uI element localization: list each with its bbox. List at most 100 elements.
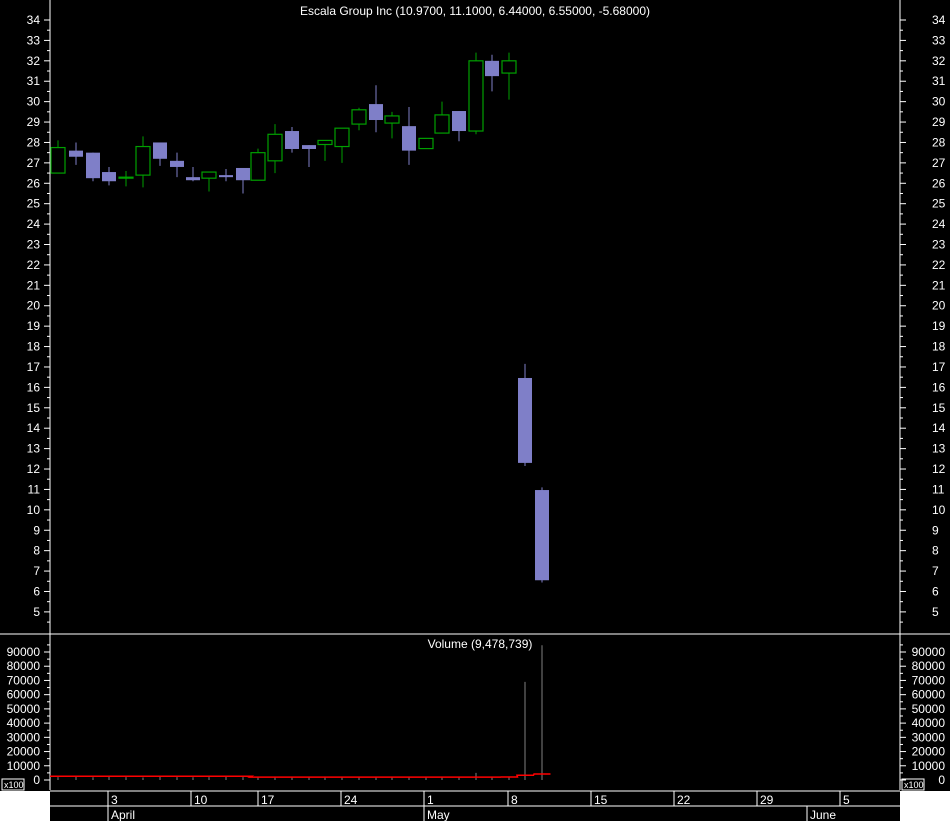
right-price-label: 18	[932, 340, 946, 354]
right-volume-label: 10000	[912, 759, 946, 773]
right-price-label: 9	[932, 523, 939, 537]
candle	[302, 145, 316, 167]
candle	[285, 126, 299, 153]
week-label: 3	[111, 793, 118, 807]
right-price-label: 22	[932, 258, 946, 272]
candle	[135, 136, 151, 188]
right-volume-label: 90000	[912, 645, 946, 659]
right-volume-label: 30000	[912, 730, 946, 744]
candle	[452, 111, 466, 142]
left-volume-label: 20000	[7, 745, 41, 759]
candle-body	[219, 175, 233, 178]
candle	[535, 487, 549, 583]
right-price-label: 16	[932, 380, 946, 394]
candle-body	[317, 139, 333, 146]
candle-body	[201, 171, 217, 179]
right-price-label: 26	[932, 176, 946, 190]
candle	[201, 171, 217, 192]
candle-body	[452, 111, 466, 132]
month-label: April	[111, 808, 135, 821]
candle	[170, 152, 184, 178]
right-price-label: 23	[932, 238, 946, 252]
right-price-label: 5	[932, 605, 939, 619]
candle-body	[384, 115, 400, 124]
week-label: 1	[427, 793, 434, 807]
candle-body	[135, 145, 151, 176]
right-price-label: 29	[932, 115, 946, 129]
left-volume-label: 40000	[7, 716, 41, 730]
candle-body	[351, 109, 367, 125]
candle-body	[535, 490, 549, 581]
candle-body	[250, 152, 266, 181]
right-price-label: 25	[932, 197, 946, 211]
candle	[468, 52, 484, 135]
candle	[402, 106, 416, 165]
right-price-label: 6	[932, 584, 939, 598]
candle	[501, 52, 517, 100]
left-price-label: 33	[27, 33, 41, 47]
volume-average-line	[50, 773, 551, 778]
candle-body	[170, 160, 184, 167]
left-price-label: 15	[27, 401, 41, 415]
left-volume-label: 50000	[7, 702, 41, 716]
candle	[153, 142, 167, 166]
week-label: 5	[843, 793, 850, 807]
left-volume-label: 80000	[7, 659, 41, 673]
candle	[351, 107, 367, 131]
candle	[86, 152, 100, 182]
left-price-label: 34	[27, 13, 41, 27]
right-volume-label: 20000	[912, 745, 946, 759]
right-price-label: 21	[932, 278, 946, 292]
right-price-label: 33	[932, 33, 946, 47]
candle	[317, 139, 333, 161]
candle-body	[434, 114, 450, 134]
right-volume-label: 70000	[912, 673, 946, 687]
price-chart-title: Escala Group Inc (10.9700, 11.1000, 6.44…	[300, 4, 650, 18]
right-price-label: 10	[932, 503, 946, 517]
right-unit-label: x100	[904, 780, 924, 790]
week-label: 24	[344, 793, 358, 807]
week-label: 22	[677, 793, 691, 807]
left-unit-label: x100	[4, 780, 24, 790]
left-price-label: 22	[27, 258, 41, 272]
left-price-label: 17	[27, 360, 41, 374]
right-price-label: 12	[932, 462, 946, 476]
right-price-label: 31	[932, 74, 946, 88]
candle	[186, 166, 200, 182]
candle	[518, 363, 532, 466]
left-price-label: 31	[27, 74, 41, 88]
left-price-label: 8	[33, 544, 40, 558]
left-price-label: 27	[27, 156, 41, 170]
left-price-label: 10	[27, 503, 41, 517]
left-price-label: 21	[27, 278, 41, 292]
candle-body	[369, 104, 383, 121]
left-price-label: 6	[33, 584, 40, 598]
left-price-label: 29	[27, 115, 41, 129]
candle	[334, 127, 350, 163]
candle-body	[485, 60, 499, 77]
right-volume-label: 80000	[912, 659, 946, 673]
right-unit-box	[901, 778, 925, 791]
month-label: May	[427, 808, 450, 821]
left-price-label: 14	[27, 421, 41, 435]
candle	[219, 168, 233, 182]
candle-body	[236, 167, 250, 181]
right-price-label: 28	[932, 135, 946, 149]
left-unit-box	[1, 778, 25, 791]
left-price-label: 19	[27, 319, 41, 333]
right-price-label: 17	[932, 360, 946, 374]
left-price-label: 28	[27, 135, 41, 149]
candle	[434, 101, 450, 134]
left-volume-label: 60000	[7, 688, 41, 702]
left-price-label: 9	[33, 523, 40, 537]
right-price-label: 14	[932, 421, 946, 435]
right-volume-label: 40000	[912, 716, 946, 730]
right-price-label: 32	[932, 54, 946, 68]
candle-body	[518, 377, 532, 463]
week-label: 8	[511, 793, 518, 807]
candle	[384, 111, 400, 139]
right-price-label: 7	[932, 564, 939, 578]
right-price-label: 8	[932, 544, 939, 558]
left-price-label: 25	[27, 197, 41, 211]
